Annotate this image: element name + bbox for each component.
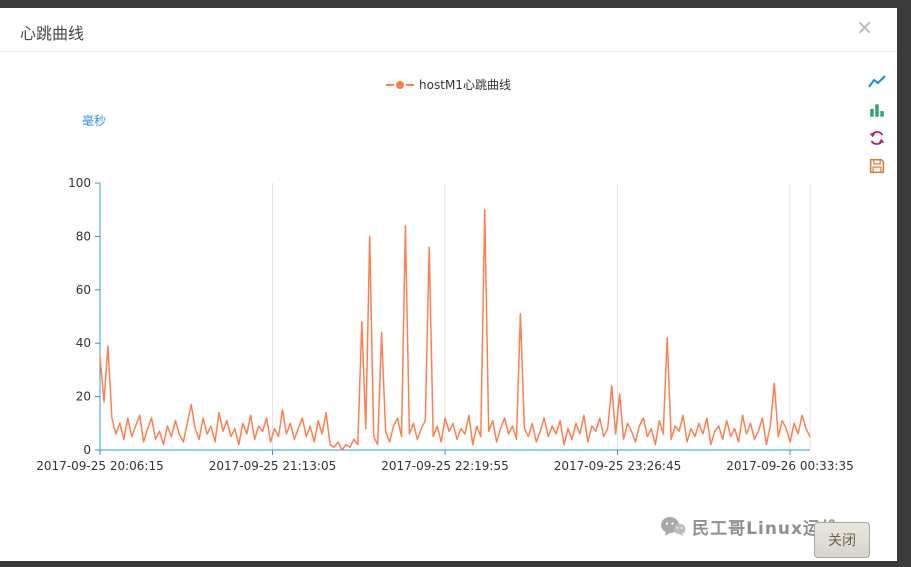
svg-text:2017-09-25 21:13:05: 2017-09-25 21:13:05 <box>209 459 336 473</box>
svg-text:0: 0 <box>83 443 91 457</box>
overlay-edge-top <box>0 0 911 8</box>
svg-text:2017-09-25 20:06:15: 2017-09-25 20:06:15 <box>36 459 163 473</box>
svg-text:100: 100 <box>68 176 91 190</box>
legend-line-marker <box>386 80 415 89</box>
save-image-icon[interactable] <box>868 157 886 175</box>
svg-text:60: 60 <box>76 283 91 297</box>
bar-chart-icon[interactable] <box>868 101 886 119</box>
modal-header: 心跳曲线 × <box>0 8 897 52</box>
svg-text:2017-09-26 00:33:35: 2017-09-26 00:33:35 <box>726 459 853 473</box>
svg-text:2017-09-25 23:26:45: 2017-09-25 23:26:45 <box>554 459 681 473</box>
heartbeat-plot[interactable]: 2017-09-25 20:06:15 2017-09-25 21:13:05 20… <box>0 53 897 513</box>
legend-label: hostM1心跳曲线 <box>419 78 511 92</box>
close-icon[interactable]: × <box>856 15 873 39</box>
chart-toolbox <box>868 73 886 175</box>
svg-text:20: 20 <box>76 390 91 404</box>
watermark-text: 民工哥Linux运维 <box>692 519 839 539</box>
heartbeat-chart: 2017-09-25 20:06:15 2017-09-25 21:13:05 20… <box>0 53 897 513</box>
overlay-edge-right <box>897 0 911 567</box>
y-axis-name: 毫秒 <box>82 114 107 128</box>
wechat-icon <box>661 516 686 536</box>
svg-text:40: 40 <box>76 336 91 350</box>
modal-title: 心跳曲线 <box>20 24 85 43</box>
legend-item[interactable]: hostM1心跳曲线 <box>0 76 897 93</box>
restore-icon[interactable] <box>868 129 886 147</box>
svg-text:2017-09-25 22:19:55: 2017-09-25 22:19:55 <box>381 459 508 473</box>
close-button[interactable]: 关闭 <box>814 522 870 558</box>
overlay-edge-bottom <box>0 561 911 567</box>
line-chart-icon[interactable] <box>868 73 886 91</box>
watermark: 民工哥Linux运维 <box>660 514 839 539</box>
svg-text:80: 80 <box>76 229 91 243</box>
heartbeat-modal: 心跳曲线 × 2017-09-25 20:06:15 2017-09-25 21:… <box>0 8 897 561</box>
